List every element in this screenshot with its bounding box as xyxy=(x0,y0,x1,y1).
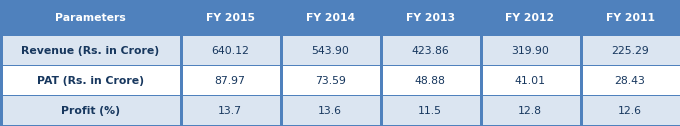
Text: Parameters: Parameters xyxy=(54,13,126,23)
Bar xyxy=(3,66,180,95)
Text: 543.90: 543.90 xyxy=(311,46,349,56)
Bar xyxy=(283,0,380,35)
Bar xyxy=(583,96,680,125)
Text: 13.6: 13.6 xyxy=(318,106,342,116)
Bar xyxy=(3,36,180,65)
Text: 225.29: 225.29 xyxy=(611,46,649,56)
Text: Profit (%): Profit (%) xyxy=(61,106,120,116)
Bar xyxy=(483,96,580,125)
Text: 12.6: 12.6 xyxy=(618,106,642,116)
Text: PAT (Rs. in Crore): PAT (Rs. in Crore) xyxy=(37,76,143,86)
Text: 640.12: 640.12 xyxy=(211,46,249,56)
Bar xyxy=(183,66,280,95)
Text: FY 2012: FY 2012 xyxy=(505,13,555,23)
Bar xyxy=(583,0,680,35)
Text: 41.01: 41.01 xyxy=(515,76,545,86)
Bar xyxy=(483,36,580,65)
Bar xyxy=(283,66,380,95)
Text: FY 2011: FY 2011 xyxy=(605,13,655,23)
Bar xyxy=(3,96,180,125)
Bar xyxy=(583,36,680,65)
Bar xyxy=(3,0,180,35)
Text: 48.88: 48.88 xyxy=(415,76,445,86)
Bar xyxy=(483,66,580,95)
Text: 11.5: 11.5 xyxy=(418,106,442,116)
Text: FY 2014: FY 2014 xyxy=(305,13,355,23)
Text: 423.86: 423.86 xyxy=(411,46,449,56)
Text: 73.59: 73.59 xyxy=(315,76,345,86)
Bar xyxy=(383,66,480,95)
Bar xyxy=(383,0,480,35)
Bar xyxy=(583,66,680,95)
Bar xyxy=(183,36,280,65)
Text: 12.8: 12.8 xyxy=(518,106,542,116)
Text: 319.90: 319.90 xyxy=(511,46,549,56)
Bar xyxy=(183,96,280,125)
Bar xyxy=(183,0,280,35)
Text: 28.43: 28.43 xyxy=(615,76,645,86)
Text: FY 2015: FY 2015 xyxy=(205,13,255,23)
Text: 87.97: 87.97 xyxy=(215,76,245,86)
Bar xyxy=(383,96,480,125)
Bar xyxy=(283,96,380,125)
Text: 13.7: 13.7 xyxy=(218,106,242,116)
Text: FY 2013: FY 2013 xyxy=(405,13,455,23)
Text: Revenue (Rs. in Crore): Revenue (Rs. in Crore) xyxy=(21,46,159,56)
Bar xyxy=(383,36,480,65)
Bar xyxy=(283,36,380,65)
Bar xyxy=(483,0,580,35)
